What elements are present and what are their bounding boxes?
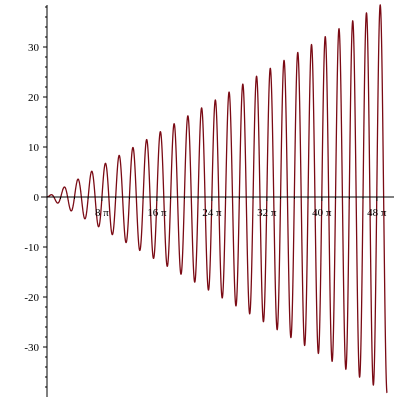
curve-layer	[47, 4, 388, 394]
x-tick-label: 24 π	[202, 207, 222, 219]
y-tick-label: -30	[24, 342, 39, 354]
x-tick-label: 48 π	[367, 207, 387, 219]
y-tick-label: -20	[24, 292, 39, 304]
series-line-curve	[47, 4, 388, 394]
x-tick-label: 32 π	[257, 207, 277, 219]
y-tick-label: 20	[28, 92, 40, 104]
y-tick-label: -10	[24, 242, 39, 254]
y-tick-label: 0	[34, 192, 40, 204]
axis-layer	[41, 5, 394, 397]
x-tick-label: 40 π	[312, 207, 332, 219]
y-tick-label: 10	[28, 142, 40, 154]
x-tick-label: 8 π	[95, 207, 109, 219]
x-tick-label: 16 π	[147, 207, 167, 219]
label-layer: 30 20 10 0 -10 -20 -30 8 π 16 π 24 π 32 π 40 π 48 π	[24, 42, 387, 354]
y-tick-label: 30	[28, 42, 40, 54]
